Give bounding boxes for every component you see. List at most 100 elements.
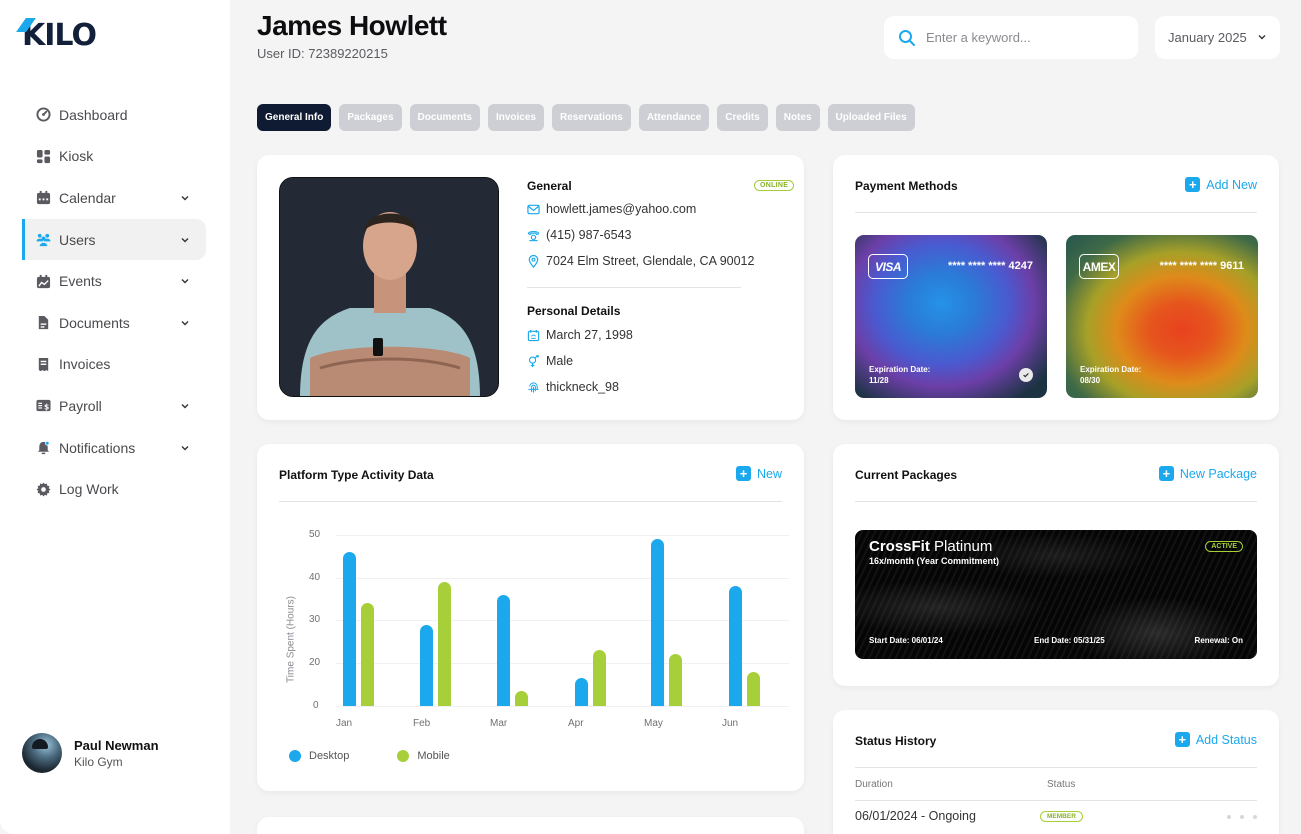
month-dropdown[interactable]: January 2025 — [1155, 16, 1280, 59]
gear-icon — [36, 482, 51, 497]
bar-desktop-mar[interactable] — [497, 594, 510, 706]
x-tick: Mar — [490, 718, 508, 729]
dashboard-icon — [36, 107, 51, 122]
tab-documents[interactable]: Documents — [409, 104, 480, 131]
tab-credits[interactable]: Credits — [717, 104, 768, 131]
invoices-icon — [36, 357, 51, 372]
kilo-logo[interactable]: KILO — [16, 17, 97, 53]
card-divider — [855, 501, 1257, 502]
profile-name: Paul Newman — [74, 737, 159, 753]
address-value: 7024 Elm Street, Glendale, CA 90012 — [546, 254, 755, 268]
tab-uploaded-files[interactable]: Uploaded Files — [827, 104, 915, 131]
y-axis-label: Time Spent (Hours) — [285, 596, 297, 683]
x-tick: Jun — [722, 718, 739, 729]
package-card[interactable]: CrossFit Platinum 16x/month (Year Commit… — [855, 530, 1257, 659]
tab-attendance[interactable]: Attendance — [638, 104, 710, 131]
chevron-down-icon[interactable] — [178, 441, 192, 455]
tab-reservations[interactable]: Reservations — [552, 104, 631, 131]
legend-mobile[interactable]: Mobile — [397, 750, 450, 762]
kiosk-icon — [36, 149, 51, 164]
user-id: User ID: 72389220215 — [257, 46, 388, 61]
bar-mobile-jun[interactable] — [747, 671, 760, 706]
payment-card-amex[interactable]: AMEX **** **** **** 9611 Expiration Date… — [1066, 235, 1258, 398]
email-value[interactable]: howlett.james@yahoo.com — [546, 202, 697, 216]
plus-icon: + — [1158, 466, 1174, 481]
tab-general-info[interactable]: General Info — [257, 104, 332, 131]
visa-logo-icon: VISA — [868, 254, 908, 279]
bar-desktop-apr[interactable] — [575, 678, 588, 706]
bar-desktop-feb[interactable] — [420, 624, 433, 706]
new-package-button[interactable]: + New Package — [1158, 466, 1257, 481]
additional-card — [257, 817, 804, 834]
sidebar-item-log-work[interactable]: Log Work — [22, 468, 206, 510]
bar-mobile-feb[interactable] — [438, 581, 451, 706]
status-history-title: Status History — [855, 734, 937, 748]
chevron-down-icon[interactable] — [178, 233, 192, 247]
avatar — [22, 733, 62, 773]
fingerprint-icon — [528, 381, 539, 393]
sidebar-item-payroll[interactable]: $ Payroll — [22, 385, 206, 427]
chevron-down-icon[interactable] — [178, 316, 192, 330]
sidebar-item-kiosk[interactable]: Kiosk — [22, 136, 206, 178]
bar-desktop-may[interactable] — [651, 539, 664, 706]
gender-value: Male — [546, 354, 574, 368]
search-input[interactable] — [926, 30, 1116, 45]
payment-card-visa[interactable]: VISA **** **** **** 4247 Expiration Date… — [855, 235, 1047, 398]
location-pin-icon — [528, 254, 539, 268]
new-activity-button[interactable]: + New — [735, 466, 782, 481]
x-tick: Feb — [413, 718, 431, 729]
chevron-down-icon — [1258, 35, 1266, 40]
add-payment-button[interactable]: + Add New — [1185, 177, 1257, 192]
user-photo — [279, 177, 499, 397]
package-status-badge: ACTIVE — [1205, 541, 1243, 552]
sidebar-item-notifications[interactable]: Notifications — [22, 427, 206, 469]
amex-logo-icon: AMEX — [1079, 254, 1119, 279]
sidebar-item-events[interactable]: Events — [22, 260, 206, 302]
package-start-date: Start Date: 06/01/24 — [869, 636, 943, 645]
profile-org: Kilo Gym — [74, 754, 123, 769]
bar-mobile-mar[interactable] — [515, 690, 528, 706]
sidebar-item-label: Payroll — [59, 397, 102, 414]
chevron-down-icon[interactable] — [178, 399, 192, 413]
users-icon — [36, 232, 51, 247]
bar-chart: Time Spent (Hours) 50 40 30 20 0 Jan Feb… — [279, 524, 789, 764]
bar-mobile-jan[interactable] — [361, 603, 374, 706]
expiration-label: Expiration Date: — [869, 365, 931, 374]
sidebar-item-dashboard[interactable]: Dashboard — [22, 94, 206, 136]
bar-desktop-jun[interactable] — [729, 586, 742, 706]
current-user-profile[interactable]: Paul Newman Kilo Gym — [22, 733, 159, 773]
gender-icon — [528, 354, 539, 367]
search-box[interactable] — [884, 16, 1138, 59]
column-header-duration: Duration — [855, 779, 893, 790]
personal-details-title: Personal Details — [527, 304, 621, 318]
bar-mobile-apr[interactable] — [593, 650, 606, 706]
phone-row: (415) 987-6543 — [527, 228, 631, 242]
bar-mobile-may[interactable] — [669, 654, 682, 706]
bar-desktop-jan[interactable] — [343, 551, 356, 706]
sidebar-item-users[interactable]: Users — [22, 218, 206, 261]
logo-text: KILO — [22, 17, 97, 53]
birthday-value: March 27, 1998 — [546, 328, 633, 342]
sidebar-item-label: Calendar — [59, 189, 116, 206]
expiration-label: Expiration Date: — [1080, 365, 1142, 374]
chevron-down-icon[interactable] — [178, 191, 192, 205]
sidebar-item-invoices[interactable]: Invoices — [22, 344, 206, 386]
payment-methods-title: Payment Methods — [855, 179, 958, 193]
sidebar-item-label: Kiosk — [59, 148, 94, 165]
status-badge: ONLINE — [754, 180, 795, 191]
package-end-date: End Date: 05/31/25 — [1034, 636, 1105, 645]
add-status-button[interactable]: + Add Status — [1174, 732, 1257, 747]
calendar-icon — [36, 190, 51, 205]
card-number: **** **** **** 9611 — [1159, 260, 1244, 272]
row-more-menu-icon[interactable] — [1227, 815, 1257, 819]
tab-invoices[interactable]: Invoices — [487, 104, 544, 131]
tab-packages[interactable]: Packages — [339, 104, 402, 131]
status-badge: MEMBER — [1040, 811, 1083, 822]
tab-notes[interactable]: Notes — [775, 104, 820, 131]
mail-icon — [527, 204, 540, 214]
chevron-down-icon[interactable] — [178, 274, 192, 288]
page-title: James Howlett — [257, 10, 447, 41]
sidebar-item-calendar[interactable]: Calendar — [22, 177, 206, 219]
sidebar-item-documents[interactable]: Documents — [22, 302, 206, 344]
legend-desktop[interactable]: Desktop — [289, 750, 349, 762]
